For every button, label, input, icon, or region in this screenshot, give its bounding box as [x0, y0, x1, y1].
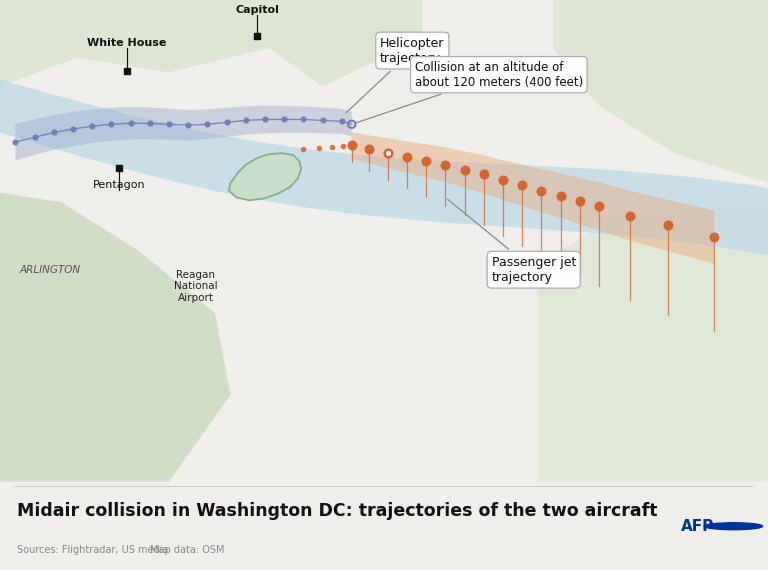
Point [144, 119, 156, 128]
Point [182, 121, 194, 130]
Polygon shape [0, 193, 230, 482]
Point [220, 118, 233, 127]
Text: Map data: OSM: Map data: OSM [150, 545, 224, 555]
Point [497, 176, 509, 185]
Text: Midair collision in Washington DC: trajectories of the two aircraft: Midair collision in Washington DC: traje… [17, 502, 657, 520]
Point [251, 31, 263, 40]
Text: ARLINGTON: ARLINGTON [19, 264, 81, 275]
Polygon shape [0, 0, 422, 87]
Point [554, 191, 567, 200]
Point [326, 143, 338, 152]
Point [297, 145, 310, 154]
Polygon shape [15, 105, 352, 160]
Point [28, 133, 41, 142]
Point [121, 67, 133, 76]
Point [48, 128, 60, 137]
Point [593, 202, 605, 211]
Point [86, 121, 98, 131]
Point [9, 137, 22, 146]
Text: Reagan
National
Airport: Reagan National Airport [174, 270, 217, 303]
Point [516, 181, 528, 190]
Point [297, 115, 310, 124]
Polygon shape [553, 0, 768, 183]
Point [163, 120, 175, 129]
Point [574, 197, 586, 206]
Polygon shape [538, 202, 768, 482]
Text: Pentagon: Pentagon [93, 180, 145, 190]
Point [439, 160, 452, 169]
Point [362, 145, 375, 154]
Point [346, 120, 358, 129]
Text: Collision at an altitude of
about 120 meters (400 feet): Collision at an altitude of about 120 me… [354, 60, 583, 123]
Polygon shape [0, 79, 768, 255]
Point [382, 149, 394, 158]
Point [535, 186, 548, 196]
Text: Sources: Flightradar, US media: Sources: Flightradar, US media [17, 545, 168, 555]
Text: Capitol: Capitol [235, 5, 280, 15]
Text: White House: White House [87, 38, 167, 48]
Point [336, 117, 348, 126]
Polygon shape [229, 153, 301, 201]
Point [708, 233, 720, 242]
Point [478, 170, 490, 179]
Point [458, 165, 471, 174]
Point [201, 120, 214, 129]
Text: Passenger jet
trajectory: Passenger jet trajectory [448, 200, 576, 284]
Point [113, 163, 125, 172]
Text: AFP: AFP [681, 519, 714, 534]
Point [346, 141, 358, 150]
Point [278, 115, 290, 124]
Polygon shape [352, 132, 714, 263]
Point [337, 142, 349, 151]
Text: Helicopter
trajectory: Helicopter trajectory [346, 36, 445, 113]
Point [382, 149, 394, 158]
Point [420, 156, 432, 165]
Point [316, 116, 329, 125]
Point [401, 152, 413, 161]
Point [240, 116, 252, 125]
Point [67, 124, 79, 133]
Circle shape [704, 523, 763, 530]
Point [124, 119, 137, 128]
Point [259, 115, 271, 124]
Point [624, 211, 636, 221]
Point [662, 221, 674, 230]
Point [313, 144, 325, 153]
Point [105, 120, 118, 129]
